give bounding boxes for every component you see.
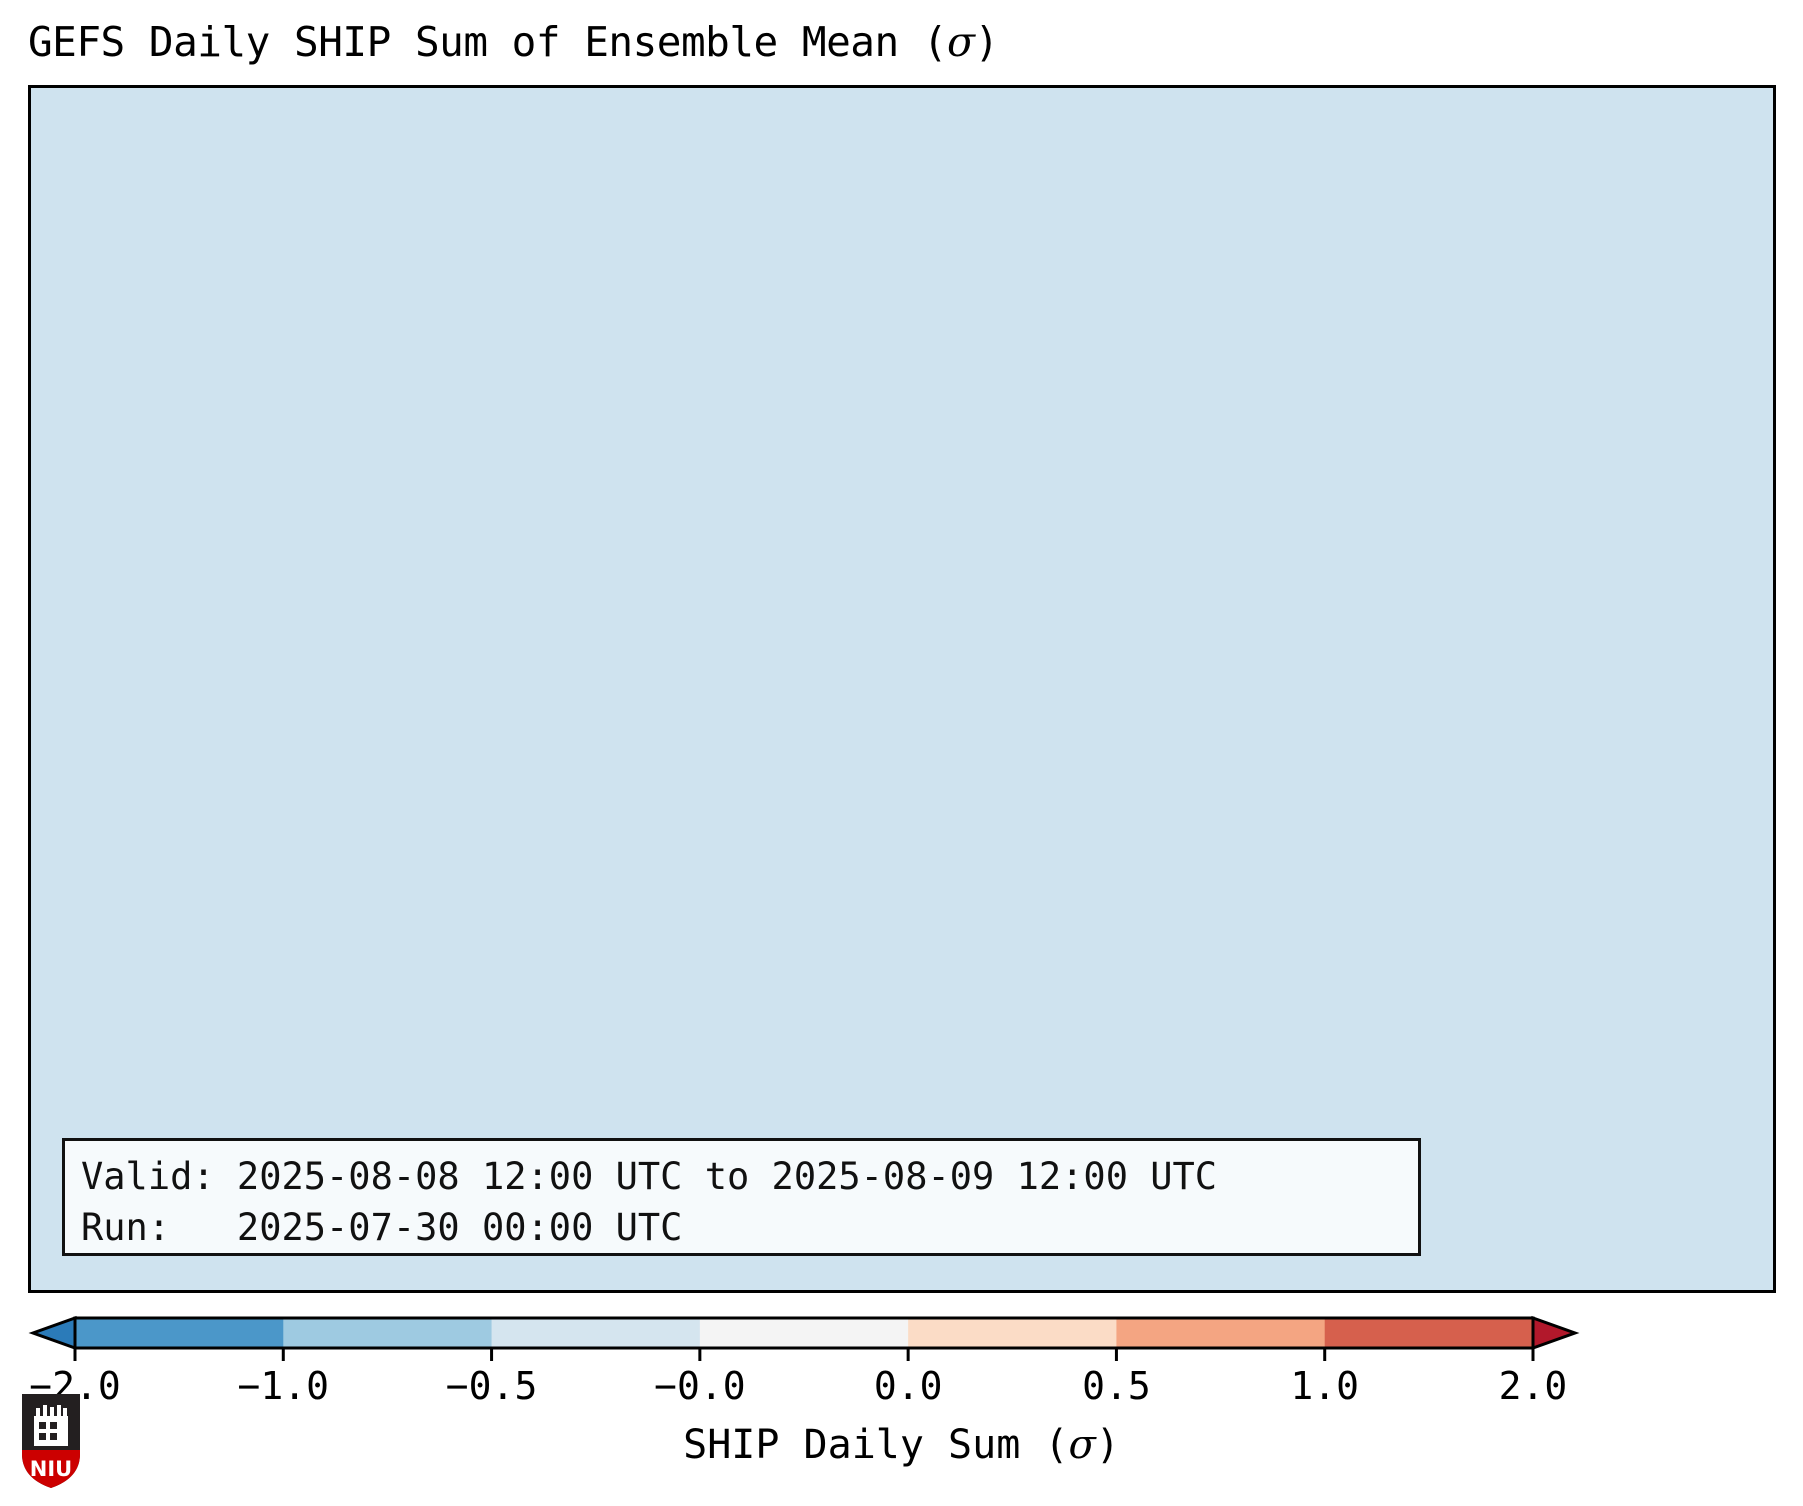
niu-logo: NIU: [22, 1394, 80, 1488]
run-time-line: Run: 2025-07-30 00:00 UTC: [81, 1206, 683, 1249]
colorbar-tick-4: 0.0: [873, 1364, 943, 1408]
map-plot-area[interactable]: [28, 85, 1776, 1293]
valid-run-info-box: Valid: 2025-08-08 12:00 UTC to 2025-08-0…: [62, 1138, 1421, 1256]
sigma-symbol-colorbar: σ: [1068, 1422, 1096, 1468]
colorbar-gradient: [28, 1315, 1580, 1361]
page-title-suffix: ): [974, 18, 1000, 66]
colorbar-tick-6: 1.0: [1290, 1364, 1360, 1408]
colorbar-tick-2: −0.5: [445, 1364, 538, 1408]
page-title-text: GEFS Daily SHIP Sum of Ensemble Mean (: [28, 18, 948, 66]
colorbar-label-suffix: ): [1095, 1422, 1120, 1468]
colorbar[interactable]: −2.0 −1.0 −0.5 −0.0 0.0 0.5 1.0 2.0 SHIP Daily …: [0, 1312, 1803, 1492]
sigma-symbol: σ: [947, 18, 975, 66]
niu-logo-text: NIU: [30, 1457, 72, 1481]
colorbar-tick-7: 2.0: [1498, 1364, 1568, 1408]
valid-time-line: Valid: 2025-08-08 12:00 UTC to 2025-08-0…: [81, 1155, 1218, 1198]
colorbar-tick-5: 0.5: [1082, 1364, 1151, 1408]
page-title: GEFS Daily SHIP Sum of Ensemble Mean (σ): [28, 18, 999, 66]
colorbar-tick-3: −0.0: [654, 1364, 746, 1408]
ship-anomaly-heatmap: [31, 88, 1773, 1290]
colorbar-axis-label: SHIP Daily Sum (σ): [0, 1422, 1803, 1468]
colorbar-label-text: SHIP Daily Sum (: [683, 1422, 1069, 1468]
colorbar-tick-1: −1.0: [237, 1364, 330, 1408]
